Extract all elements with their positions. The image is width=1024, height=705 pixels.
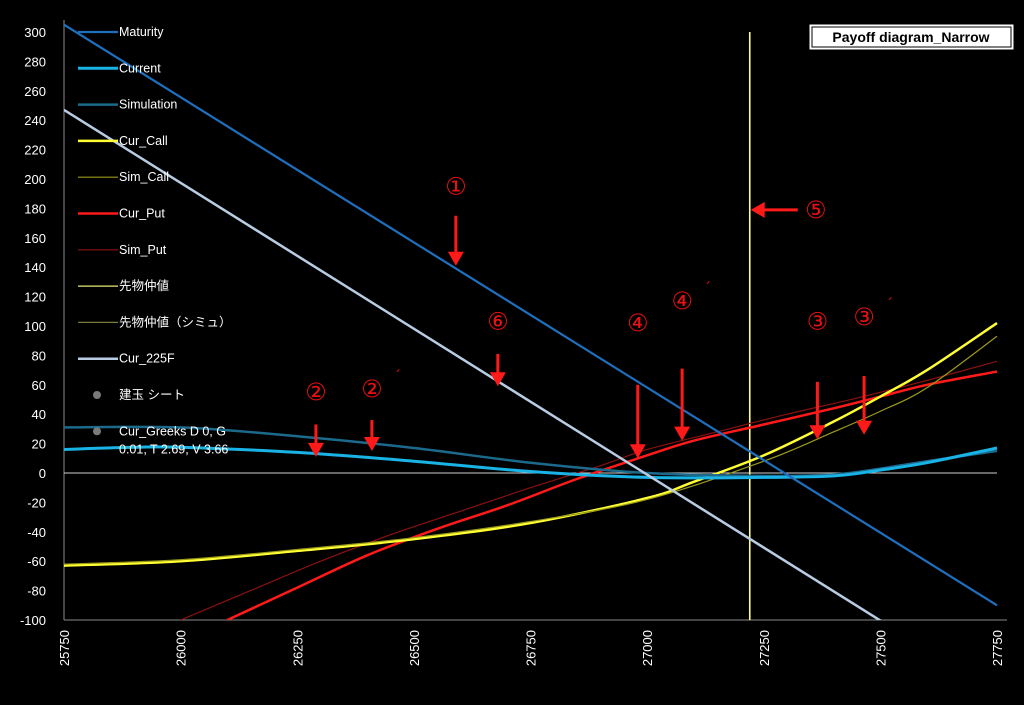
annotation-arrow-head (809, 425, 826, 440)
legend-marker (93, 391, 101, 399)
y-tick-label: 20 (32, 437, 46, 452)
annotation-arrow-head (489, 372, 506, 387)
annotation-marker: ② (305, 378, 327, 457)
y-tick-label: -40 (27, 525, 46, 540)
annotation-arrow-head (629, 444, 646, 459)
legend-label: Cur_Put (119, 207, 165, 221)
legend-marker (93, 427, 101, 436)
legend-label: Simulation (119, 98, 177, 112)
y-tick-label: -60 (27, 554, 46, 569)
y-tick-label: 160 (24, 231, 46, 246)
legend-label-line2: 0.01, T 2.69, V 3.66 (119, 442, 228, 456)
annotation-prime: ´ (704, 281, 711, 297)
series-line-maturity (64, 24, 998, 607)
annotation-arrow-head (363, 436, 380, 451)
annotation-label: ② (361, 375, 383, 403)
y-tick-label: 240 (24, 113, 46, 128)
annotation-label: ④ (627, 309, 649, 337)
legend-label: Maturity (119, 25, 164, 39)
annotation-marker: ② ´ (361, 369, 401, 451)
y-tick-label: 100 (24, 319, 46, 334)
annotation-arrow-head (447, 251, 464, 266)
annotation-marker: ④ ´ (671, 281, 711, 441)
axes: 3002802602402202001801601401201008060402… (20, 20, 1007, 666)
x-tick-label: 26500 (407, 630, 422, 666)
annotation-label: ⑥ (487, 308, 509, 336)
annotation-label: ③ (807, 308, 829, 336)
x-tick-label: 27250 (757, 630, 772, 666)
legend-label: Cur_225F (119, 352, 175, 366)
y-tick-label: 200 (24, 172, 46, 187)
annotation-marker: ⑥ (487, 308, 509, 387)
x-tick-label: 26750 (524, 630, 539, 666)
series-line-sim-call (64, 335, 998, 565)
series-line-cur-225f (64, 108, 882, 620)
annotation-marker: ⑤ (750, 196, 827, 224)
legend-label: Cur_Greeks D 0, G (119, 424, 226, 438)
legend-label: Sim_Put (119, 243, 167, 257)
chart-title-box: Payoff diagram_Narrow (808, 23, 1015, 51)
series-line-current (64, 445, 998, 480)
y-tick-label: -100 (20, 613, 46, 628)
legend: Maturity Current Simulation Cur_Call Sim_Cal… (78, 25, 232, 456)
legend-label: Sim_Call (119, 170, 169, 184)
y-tick-label: 180 (24, 201, 46, 216)
annotation-prime: ´ (886, 297, 893, 313)
y-tick-label: 0 (39, 466, 46, 481)
legend-label: 先物仲値（シミュ） (119, 314, 232, 329)
series-layer (64, 24, 998, 620)
annotation-marker: ④ (627, 309, 649, 459)
annotation-marker: ③ ´ (853, 297, 893, 435)
x-tick-label: 27000 (640, 630, 655, 666)
annotation-marker: ① (445, 172, 467, 266)
annotation-layer: ①② ② ´④④ ´③ ③ ´⑥⑤ (305, 172, 893, 459)
legend-label: Current (119, 61, 161, 75)
x-tick-label: 26000 (174, 630, 189, 666)
annotation-arrow-head (856, 420, 873, 435)
annotation-label: ③ (853, 303, 875, 331)
x-tick-label: 25750 (57, 630, 72, 666)
y-tick-label: 300 (24, 25, 46, 40)
x-tick-label: 27750 (990, 630, 1005, 666)
series-line-sim-put (180, 360, 998, 620)
annotation-arrow-head (307, 442, 324, 457)
legend-label: 先物仲値 (119, 278, 169, 293)
x-tick-label: 27500 (873, 630, 888, 666)
annotation-arrow-head (674, 426, 691, 441)
y-tick-label: 220 (24, 143, 46, 158)
y-tick-label: 280 (24, 54, 46, 69)
y-tick-label: -80 (27, 584, 46, 599)
annotation-label: ⑤ (805, 196, 827, 224)
chart-title: Payoff diagram_Narrow (832, 29, 989, 45)
y-tick-label: -20 (27, 495, 46, 510)
annotation-marker: ③ (807, 308, 829, 440)
annotation-prime: ´ (394, 369, 401, 385)
y-tick-label: 120 (24, 290, 46, 305)
y-tick-label: 260 (24, 84, 46, 99)
series-line-cur-call (64, 322, 998, 567)
legend-label: Cur_Call (119, 134, 168, 148)
y-tick-label: 140 (24, 260, 46, 275)
x-tick-label: 26250 (290, 630, 305, 666)
annotation-label: ② (305, 378, 327, 406)
annotation-label: ① (445, 172, 467, 200)
legend-label: 建玉 シート (119, 388, 185, 402)
y-tick-label: 40 (32, 407, 46, 422)
annotation-label: ④ (671, 287, 693, 315)
annotation-arrow-head (750, 201, 765, 218)
y-tick-label: 60 (32, 378, 46, 393)
y-tick-label: 80 (32, 348, 46, 363)
